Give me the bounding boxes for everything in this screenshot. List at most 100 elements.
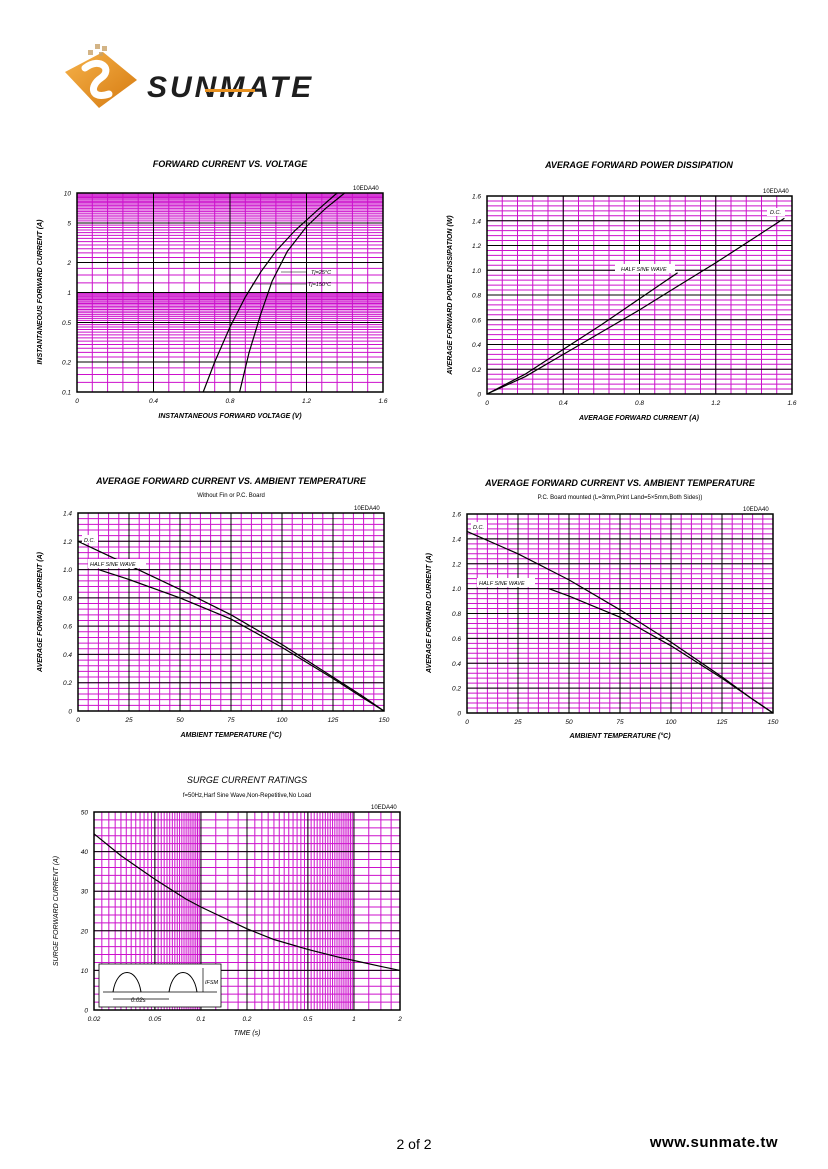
grid (76, 192, 384, 393)
series-label: Tj=150°C (308, 282, 331, 288)
y-tick-label: 20 (80, 928, 89, 935)
series-line (93, 833, 401, 971)
y-tick-label: 1.2 (63, 539, 72, 546)
series-label: HALF SINE WAVE (621, 267, 667, 273)
x-axis-label: AMBIENT TEMPERATURE (°C) (179, 731, 282, 739)
series-label: HALF SINE WAVE (479, 581, 525, 587)
y-tick-label: 0.5 (62, 320, 71, 327)
series-label: D.C. (770, 210, 781, 216)
x-tick-label: 1.2 (302, 398, 311, 405)
x-axis-label: INSTANTANEOUS FORWARD VOLTAGE (V) (158, 413, 302, 420)
y-tick-label: 0.4 (63, 652, 72, 659)
y-tick-label: 0.2 (472, 367, 481, 374)
x-tick-label: 125 (717, 719, 728, 726)
part-number: 10EDA40 (353, 186, 379, 192)
y-tick-label: 0.6 (63, 624, 72, 631)
y-tick-label: 1.2 (472, 243, 481, 250)
series-label: HALF SINE WAVE (90, 562, 136, 568)
chart-title: SURGE CURRENT RATINGS (187, 775, 307, 785)
series-line (202, 192, 338, 393)
y-tick-label: 0.2 (452, 686, 461, 693)
chart-3: AVERAGE FORWARD CURRENT VS. AMBIENT TEMP… (37, 476, 390, 739)
grid (486, 195, 793, 395)
y-axis-label: AVERAGE FORWARD CURRENT (A) (426, 552, 433, 674)
part-number: 10EDA40 (763, 189, 789, 195)
label-bg (477, 578, 535, 587)
part-number: 10EDA40 (743, 507, 769, 513)
x-tick-label: 1.6 (378, 398, 387, 405)
x-axis-label: TIME (s) (234, 1030, 261, 1037)
y-axis-label: INSTANTANEOUS FORWARD CURRENT (A) (37, 219, 44, 365)
y-tick-label: 40 (81, 849, 89, 856)
part-number: 10EDA40 (354, 506, 380, 512)
y-tick-label: 0.4 (472, 342, 481, 349)
x-axis-label: AMBIENT TEMPERATURE (°C) (568, 732, 671, 740)
y-tick-label: 0.1 (62, 390, 71, 397)
y-tick-label: 0.8 (452, 611, 461, 618)
x-tick-label: 0 (76, 717, 80, 724)
x-tick-label: 100 (666, 719, 677, 726)
y-axis-label: AVERAGE FORWARD CURRENT (A) (37, 551, 44, 673)
y-axis-label: AVERAGE FORWARD POWER DISSIPATION (W) (447, 215, 454, 376)
chart-title: AVERAGE FORWARD CURRENT VS. AMBIENT TEMP… (484, 478, 756, 488)
y-tick-label: 0 (84, 1008, 88, 1015)
waveform-inset: 0.02s IFSM (98, 963, 222, 1008)
plot-frame (486, 195, 793, 395)
y-axis-label: SURGE FORWARD CURRENT (A) (53, 856, 60, 966)
x-tick-label: 25 (513, 719, 522, 726)
y-tick-label: 0.4 (452, 661, 461, 668)
y-tick-label: 0.2 (63, 680, 72, 687)
x-tick-label: 0.5 (303, 1016, 312, 1023)
x-tick-label: 0.2 (242, 1016, 251, 1023)
x-tick-label: 150 (379, 717, 390, 724)
y-tick-label: 1.2 (452, 561, 461, 568)
y-tick-label: 10 (81, 968, 89, 975)
x-tick-label: 0.4 (559, 400, 568, 407)
series-line (98, 569, 385, 712)
chart-title: AVERAGE FORWARD POWER DISSIPATION (544, 160, 733, 170)
y-tick-label: 1.4 (472, 218, 481, 225)
inset-period-label: 0.02s (131, 998, 146, 1004)
series-label: D.C. (84, 538, 95, 544)
inset-pulse (168, 972, 198, 993)
chart-5: SURGE CURRENT RATINGS f=50Hz,Harf Sine Wa… (53, 775, 402, 1037)
y-tick-label: 0.8 (63, 595, 72, 602)
y-tick-label: 30 (81, 889, 89, 896)
y-tick-label: 0.2 (62, 360, 71, 367)
chart-title: AVERAGE FORWARD CURRENT VS. AMBIENT TEMP… (95, 476, 367, 486)
sunmate-logo: SUNMATE (55, 42, 325, 137)
chart-subtitle: f=50Hz,Harf Sine Wave,Non-Repetitive,No … (183, 793, 311, 799)
series-line (77, 540, 385, 712)
x-tick-label: 0.8 (225, 398, 234, 405)
label-bg (82, 535, 98, 543)
y-tick-label: 2 (66, 260, 71, 267)
y-tick-label: 0.6 (472, 317, 481, 324)
part-number: 10EDA40 (371, 805, 397, 811)
y-tick-label: 10 (64, 191, 72, 198)
y-tick-label: 0 (477, 392, 481, 399)
chart-subtitle: Without Fin or P.C. Board (197, 493, 265, 499)
x-axis-label: AVERAGE FORWARD CURRENT (A) (578, 415, 700, 422)
chart-subtitle: P.C. Board mounted (L=3mm,Print Land=5×5… (538, 495, 703, 501)
series-line (239, 192, 346, 393)
inset-peak-label: IFSM (205, 980, 219, 986)
x-tick-label: 0.05 (149, 1016, 162, 1023)
x-tick-label: 75 (227, 717, 235, 724)
sunmate-logo-graphic: SUNMATE (65, 44, 311, 108)
x-tick-label: 0.02 (88, 1016, 101, 1023)
y-tick-label: 1.4 (452, 536, 461, 543)
inset-frame (98, 963, 222, 1008)
label-bg (615, 264, 675, 273)
x-tick-label: 1.2 (711, 400, 720, 407)
grid (466, 513, 774, 714)
label-bg (767, 208, 785, 216)
plot-frame (76, 192, 384, 393)
chart-title: FORWARD CURRENT VS. VOLTAGE (153, 159, 309, 169)
plot-frame (466, 513, 774, 714)
y-tick-label: 0 (457, 711, 461, 718)
x-tick-label: 0 (75, 398, 79, 405)
x-tick-label: 0.8 (635, 400, 644, 407)
series-label: Tj=25°C (311, 270, 331, 276)
x-tick-label: 0.1 (196, 1016, 205, 1023)
